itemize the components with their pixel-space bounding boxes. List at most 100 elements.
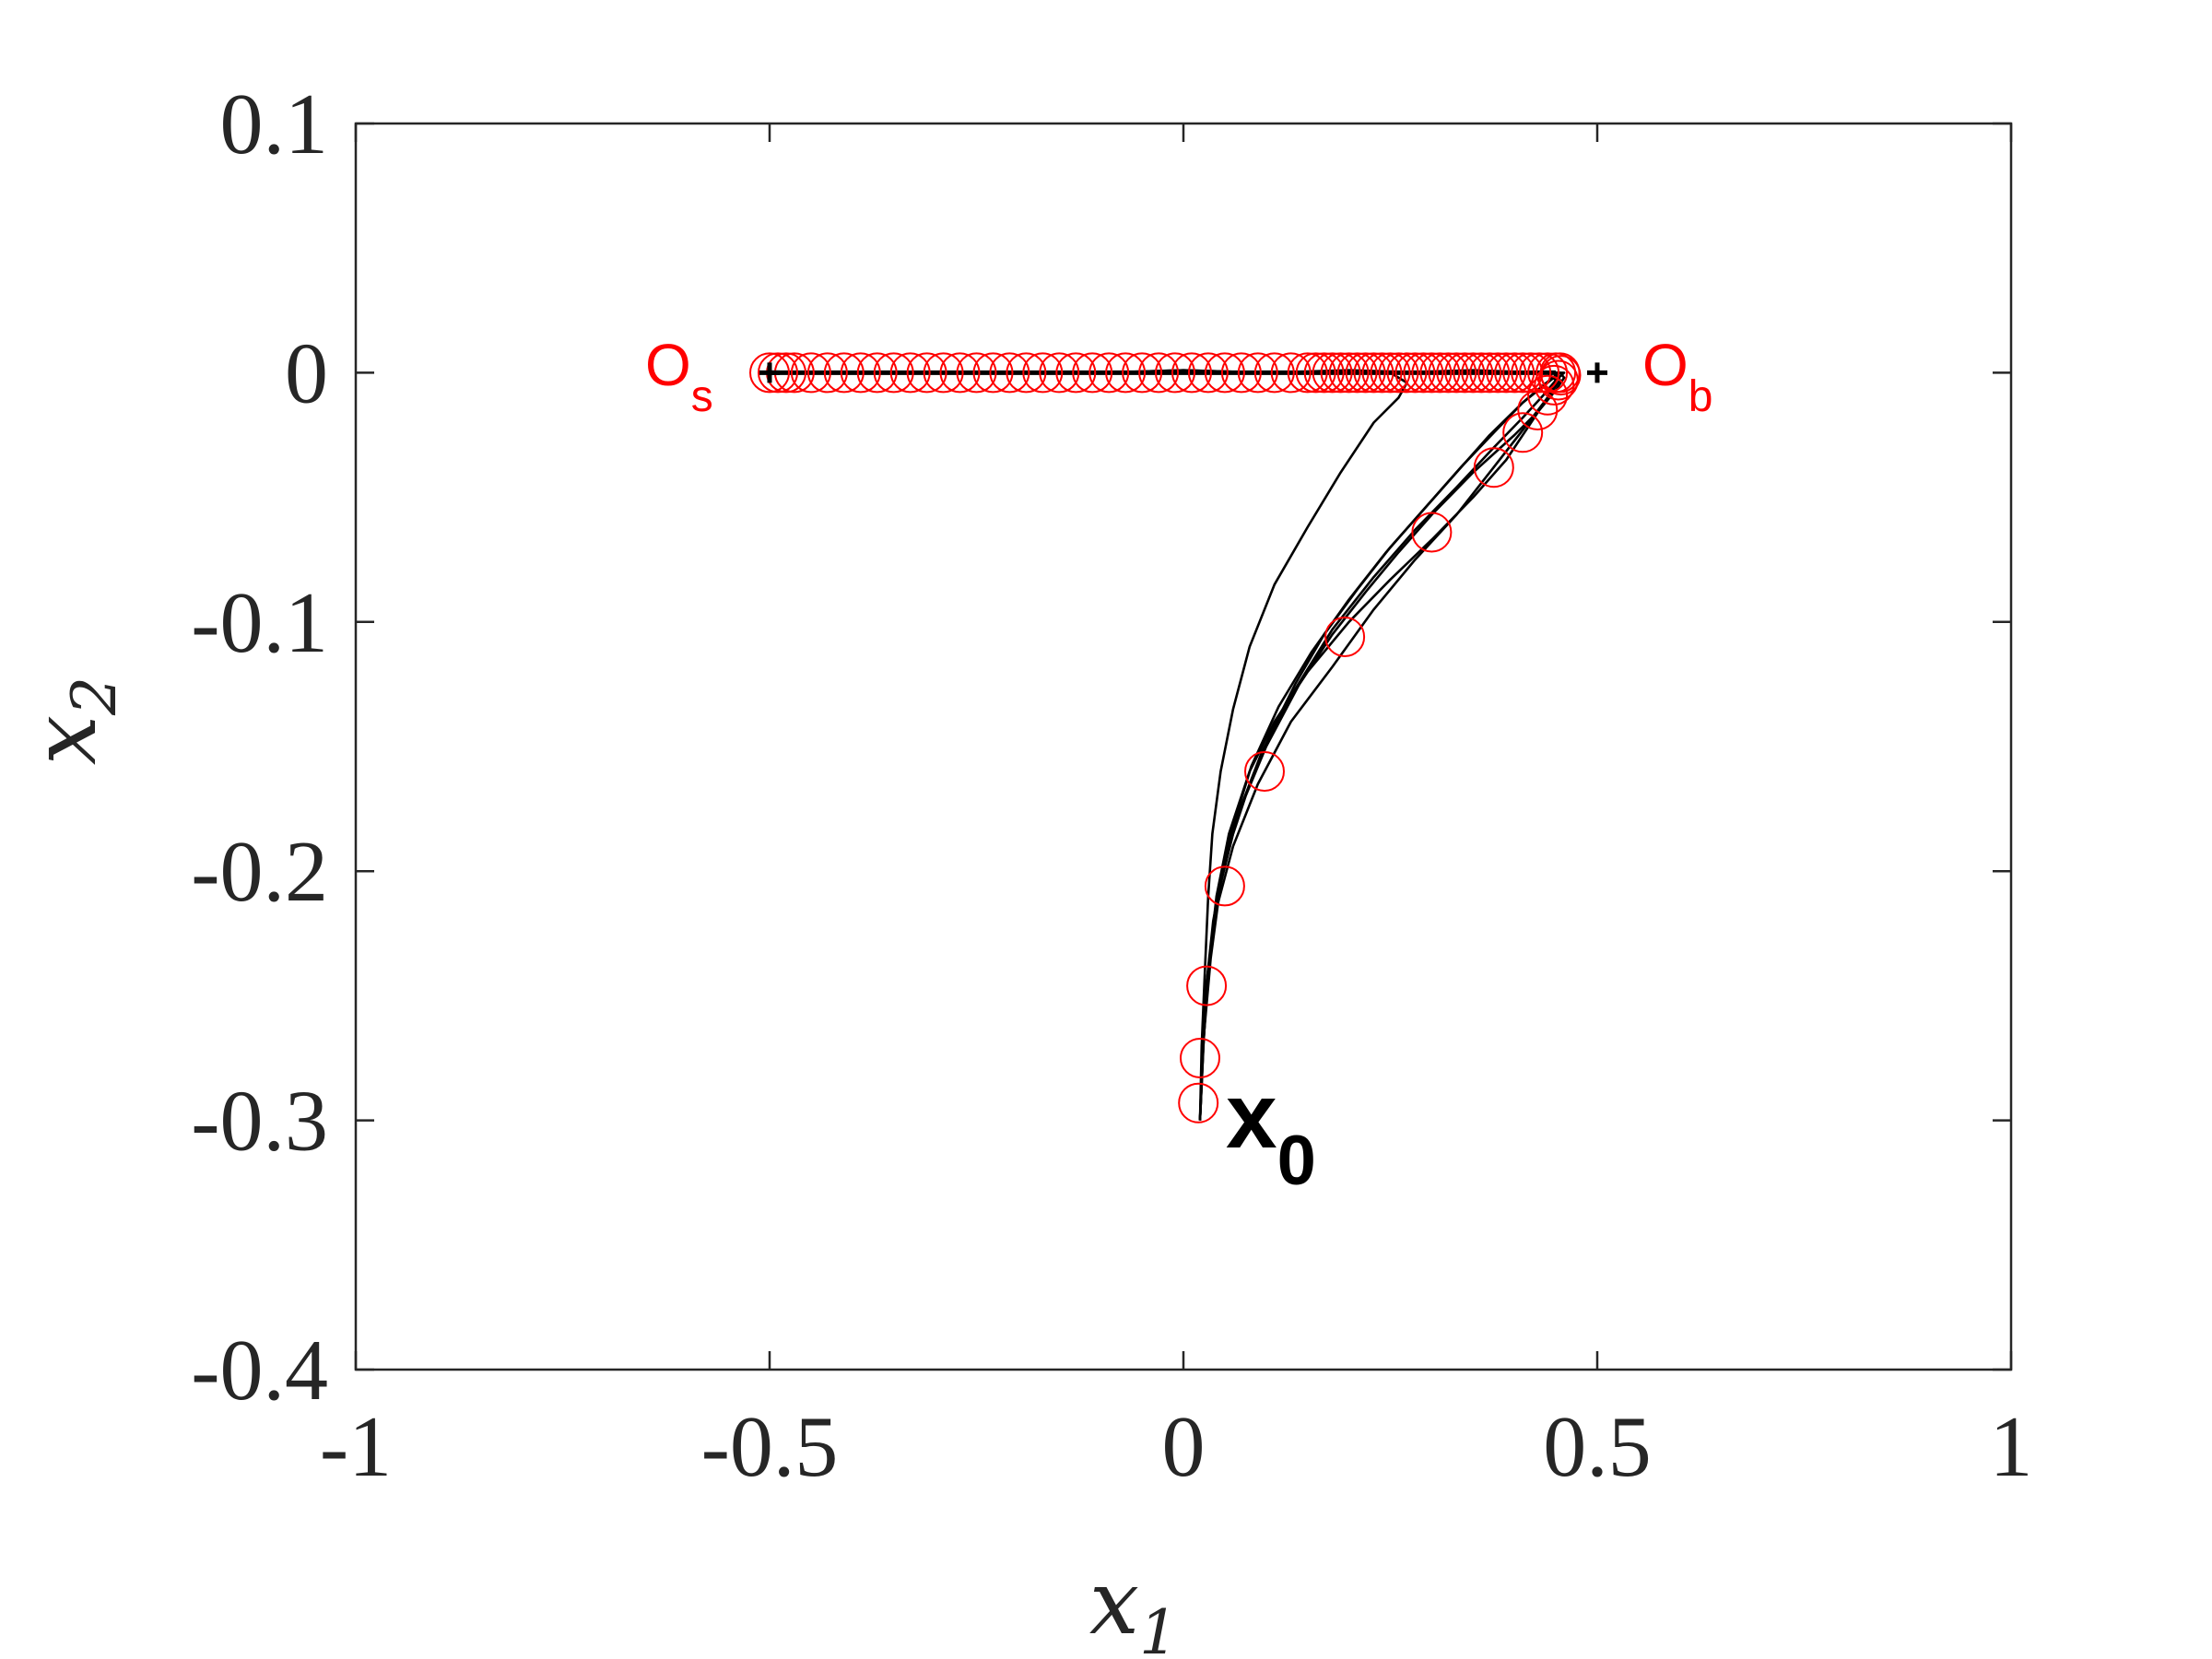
x-tick-label: 0.5 (1543, 1399, 1652, 1495)
marker-circle (1502, 352, 1544, 394)
marker-circle (1204, 352, 1245, 394)
marker-circle (1180, 1038, 1220, 1078)
marker-circle (1178, 1082, 1219, 1124)
marker-circle (806, 352, 848, 394)
marker-circle (906, 352, 947, 394)
marker-circle (1502, 412, 1544, 453)
plot-area (356, 124, 2011, 1370)
marker-circle (1353, 352, 1394, 394)
marker-circle (823, 352, 865, 394)
marker-circle (1527, 374, 1569, 416)
y-tick-label: -0.3 (191, 1074, 328, 1170)
marker-circle (1287, 352, 1328, 394)
marker-circle (989, 352, 1030, 394)
marker-series (749, 352, 1582, 1124)
marker-circle (856, 352, 898, 394)
marker-circle (1055, 352, 1097, 394)
marker-circle (1453, 352, 1494, 394)
marker-circle (1220, 352, 1262, 394)
marker-circle (889, 352, 931, 394)
point-o-s (759, 362, 780, 383)
marker-circle (840, 352, 881, 394)
marker-circle (758, 352, 798, 394)
point-o-b (1587, 362, 1607, 383)
marker-circle (923, 352, 964, 394)
marker-circle (1105, 352, 1147, 394)
marker-circle (1155, 352, 1195, 394)
marker-circle (1244, 751, 1285, 792)
marker-circle (1171, 352, 1212, 394)
marker-circle (956, 352, 997, 394)
marker-circle (1237, 352, 1278, 394)
trajectory-series (770, 369, 1566, 1121)
marker-circle (1345, 352, 1386, 394)
marker-circle (1386, 352, 1428, 394)
marker-circle (1187, 352, 1229, 394)
marker-circle (1378, 352, 1419, 394)
plot-background (356, 124, 2011, 1370)
marker-circle (1312, 352, 1353, 394)
marker-circle (1428, 352, 1469, 394)
marker-circle (1088, 352, 1130, 394)
marker-circle (1519, 352, 1560, 394)
marker-circle (1328, 352, 1370, 394)
y-tick-label: 0 (285, 325, 328, 421)
equilibrium-points (759, 362, 1607, 383)
marker-circle (1394, 352, 1436, 394)
marker-circle (1303, 352, 1345, 394)
marker-circle (1419, 352, 1461, 394)
marker-circle (1295, 352, 1336, 394)
marker-circle (1486, 352, 1527, 394)
y-axis-title: x2 (13, 677, 130, 765)
y-tick-label: -0.2 (191, 824, 328, 920)
marker-circle (1436, 352, 1477, 394)
x-tick-label: -1 (320, 1399, 392, 1495)
marker-circle (1336, 352, 1378, 394)
x-tick-label: -0.5 (701, 1399, 839, 1495)
annotation-os: Os (645, 332, 713, 421)
marker-circle (1444, 352, 1486, 394)
axis-ticks: -1 -0.5 0 0.5 1 0.1 0 -0.1 -0.2 -0.3 -0.4 (191, 76, 2032, 1495)
marker-circle (790, 352, 831, 394)
marker-circle (1006, 352, 1047, 394)
marker-circle (1469, 352, 1511, 394)
marker-circle (1204, 865, 1245, 907)
marker-circle (1022, 352, 1064, 394)
marker-circle (1039, 352, 1080, 394)
x-axis-title: x1 (1089, 1551, 1178, 1659)
marker-circle (749, 352, 790, 394)
marker-circle (1186, 965, 1228, 1006)
marker-circle (1361, 352, 1403, 394)
marker-circle (1411, 352, 1453, 394)
marker-circle (1122, 352, 1163, 394)
annotation-ob: Ob (1642, 332, 1712, 421)
marker-circle (873, 352, 914, 394)
marker-circle (1461, 352, 1502, 394)
marker-circle (972, 352, 1014, 394)
marker-circle (1411, 512, 1453, 553)
marker-circle (1511, 352, 1552, 394)
marker-circle (939, 352, 981, 394)
marker-circle (1072, 352, 1113, 394)
x-tick-label: 0 (1162, 1399, 1206, 1495)
marker-circle (1535, 352, 1577, 394)
marker-circle (1403, 352, 1444, 394)
marker-circle (1370, 352, 1411, 394)
marker-circle (1494, 352, 1535, 394)
y-tick-label: 0.1 (220, 76, 329, 172)
annotation-x0: x0 (1226, 1065, 1316, 1200)
y-tick-label: -0.1 (191, 575, 328, 671)
marker-circle (1253, 352, 1295, 394)
marker-circle (1534, 364, 1575, 406)
marker-circle (1477, 352, 1519, 394)
marker-circle (1138, 352, 1180, 394)
marker-circle (1320, 352, 1361, 394)
y-tick-label: -0.4 (191, 1323, 328, 1418)
marker-circle (1473, 447, 1514, 488)
marker-circle (1270, 352, 1312, 394)
x-tick-label: 1 (1990, 1399, 2033, 1495)
marker-circle (1324, 617, 1366, 657)
marker-circle (1527, 352, 1569, 394)
